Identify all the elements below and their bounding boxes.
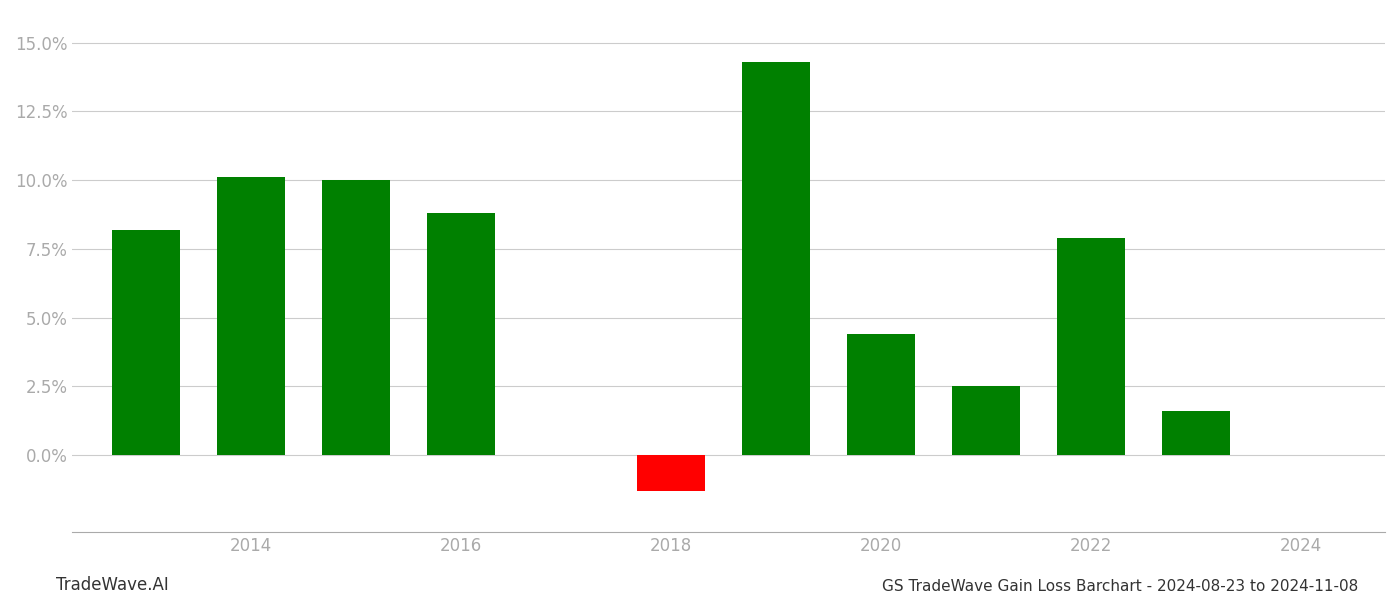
Bar <box>637 455 706 491</box>
Bar <box>742 62 811 455</box>
Bar <box>1162 411 1231 455</box>
Bar <box>322 180 391 455</box>
Bar <box>427 213 496 455</box>
Bar <box>217 177 286 455</box>
Text: GS TradeWave Gain Loss Barchart - 2024-08-23 to 2024-11-08: GS TradeWave Gain Loss Barchart - 2024-0… <box>882 579 1358 594</box>
Bar <box>112 230 181 455</box>
Bar <box>952 386 1021 455</box>
Bar <box>847 334 916 455</box>
Text: TradeWave.AI: TradeWave.AI <box>56 576 169 594</box>
Bar <box>1057 238 1126 455</box>
